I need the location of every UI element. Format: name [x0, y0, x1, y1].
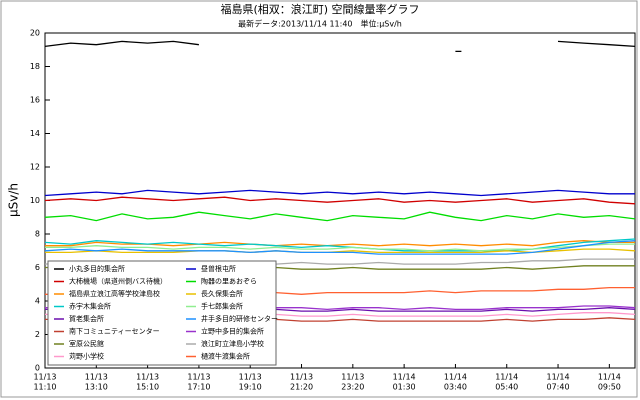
x-tick-label: 13:10: [85, 383, 108, 392]
x-tick-label: 11/14: [444, 373, 467, 382]
y-tick-label: 6: [35, 263, 40, 272]
legend-label: 長久保集会所: [201, 289, 243, 298]
chart-subtitle: 最新データ:2013/11/14 11:40 単位:μSv/h: [238, 19, 402, 29]
x-tick-label: 15:10: [136, 383, 159, 392]
y-tick-label: 8: [35, 230, 40, 239]
y-tick-label: 14: [30, 129, 40, 138]
x-tick-label: 11/13: [85, 373, 108, 382]
series-line: [44, 211, 636, 222]
y-tick-label: 20: [30, 29, 40, 38]
x-tick-label: 17:10: [187, 383, 210, 392]
series-line: [44, 196, 636, 205]
x-tick-label: 19:10: [239, 383, 262, 392]
legend-label: 小丸多目的集会所: [69, 264, 125, 273]
y-tick-label: 0: [35, 364, 40, 373]
legend-label: 賀老集会所: [69, 314, 104, 323]
y-tick-label: 10: [30, 196, 40, 205]
y-tick-label: 12: [30, 163, 40, 172]
y-tick-label: 18: [30, 62, 40, 71]
x-tick-label: 11/13: [136, 373, 159, 382]
legend-label: 室原公民館: [69, 339, 104, 348]
chart-title: 福島県(相双：浪江町) 空間線量率グラフ: [220, 2, 419, 16]
x-tick-label: 11/14: [495, 373, 518, 382]
x-tick-label: 11:10: [33, 383, 56, 392]
x-tick-label: 01:30: [393, 383, 416, 392]
legend-label: 浪江町立津島小学校: [201, 339, 264, 348]
legend-label: 昼曽根屯所: [201, 264, 236, 273]
x-tick-label: 07:40: [547, 383, 570, 392]
legend-label: 陶器の里あおぞら: [201, 277, 257, 286]
legend-label: 井手多目的研修センター: [201, 314, 278, 323]
x-tick-label: 05:40: [495, 383, 518, 392]
y-tick-label: 4: [35, 297, 40, 306]
x-tick-label: 11/13: [290, 373, 313, 382]
x-tick-label: 11/14: [598, 373, 621, 382]
x-tick-label: 11/14: [393, 373, 416, 382]
legend-label: 赤宇木集会所: [69, 302, 111, 311]
x-tick-label: 21:20: [290, 383, 313, 392]
series-line: [45, 243, 635, 252]
x-tick-label: 11/14: [547, 373, 570, 382]
series-line: [44, 240, 636, 255]
legend-label: 樋渡牛渡集会所: [201, 352, 250, 361]
x-tick-label: 09:50: [598, 383, 621, 392]
legend-label: 手七郎集会所: [201, 302, 243, 311]
x-tick-label: 11/13: [341, 373, 364, 382]
x-tick-label: 03:40: [444, 383, 467, 392]
legend-label: 苅野小学校: [69, 352, 104, 361]
x-tick-label: 23:20: [341, 383, 364, 392]
legend-box: [47, 260, 277, 366]
y-axis-label: μSv/h: [7, 183, 21, 217]
legend-label: 大柿機場（県道州側バス待機）: [69, 277, 167, 286]
legend-label: 立野中多目的集会所: [201, 327, 264, 336]
x-tick-label: 11/13: [187, 373, 210, 382]
legend-label: 南下コミュニティーセンター: [69, 327, 160, 336]
y-tick-label: 16: [30, 96, 40, 105]
x-tick-label: 11/13: [33, 373, 56, 382]
y-tick-label: 2: [35, 330, 40, 339]
x-tick-label: 11/13: [239, 373, 262, 382]
series-line: [44, 189, 635, 197]
series-line: [44, 40, 636, 53]
legend-label: 福島県立浪江高等学校津島校: [69, 289, 160, 298]
